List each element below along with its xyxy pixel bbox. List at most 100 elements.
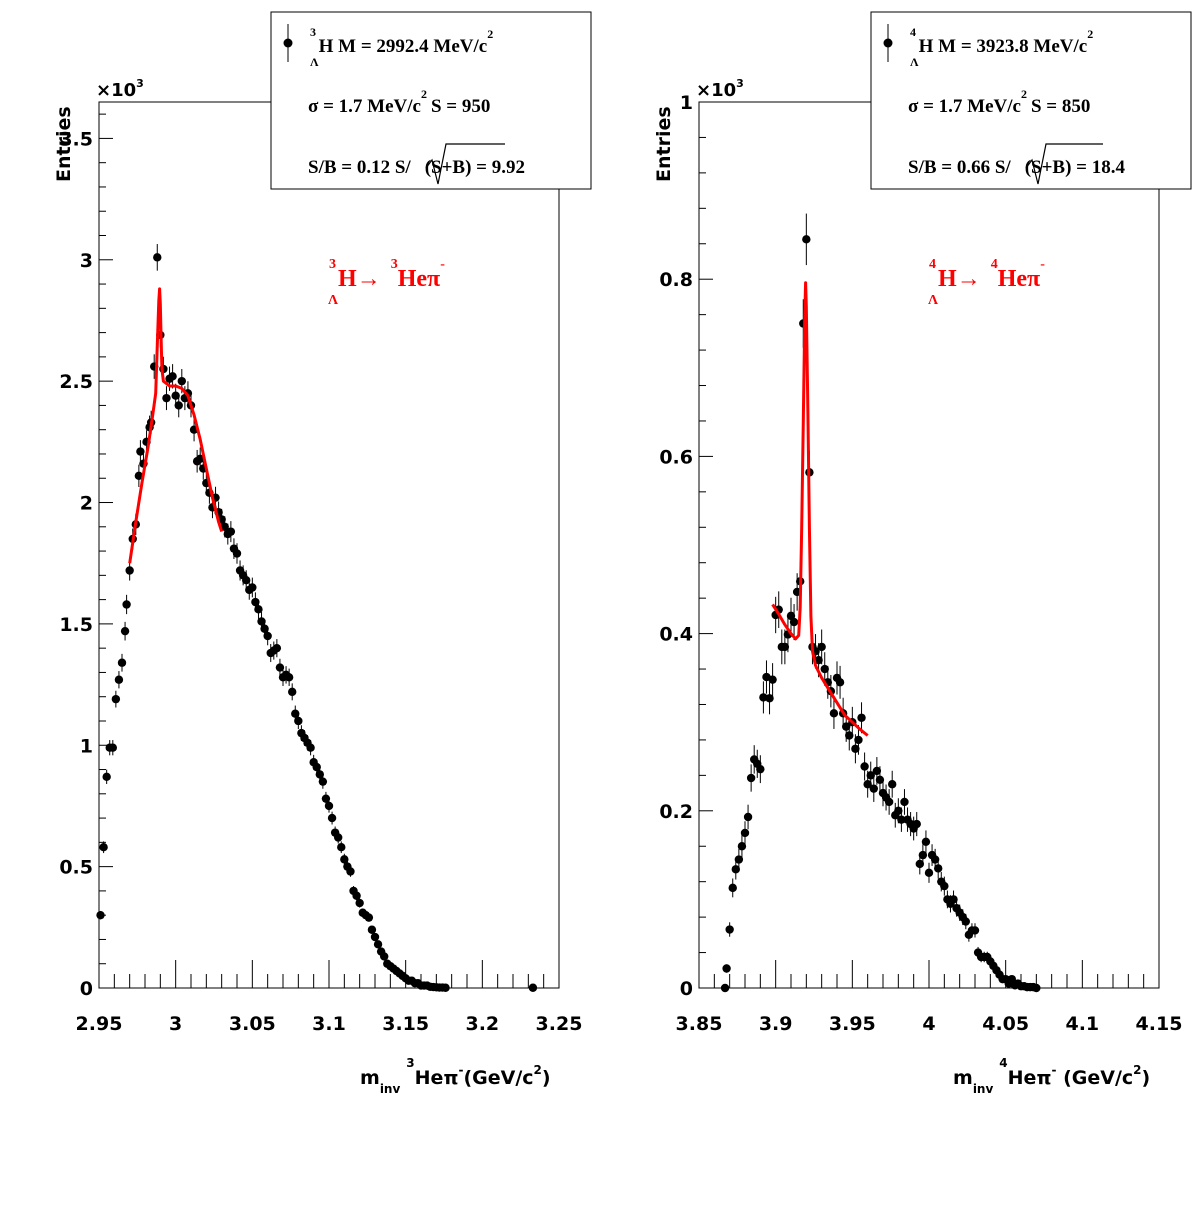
y-tick-label: 0.2: [659, 801, 693, 823]
data-point: [857, 713, 866, 722]
right-fit-curve: [771, 281, 869, 737]
left-panel: 2.95 3 3.05 3.1 3.15 3.2 3.25 0 0.5 1 1.5 2 2.5 3 3.5…: [53, 11, 592, 1096]
y-tick-label: 0.8: [659, 269, 693, 291]
data-point: [528, 983, 538, 992]
left-legend-box: 3 ΛH M = 2992.4 MeV/c2 σ = 1.7 MeV/c2S = …: [270, 11, 592, 190]
data-point: [835, 678, 845, 687]
data-point: [949, 895, 958, 904]
left-legend-line-3: S/B = 0.12 S/(S+B) = 9.92: [308, 157, 525, 178]
data-point: [918, 850, 928, 860]
y-tick-label: 0: [80, 978, 93, 1000]
fit-line: [771, 281, 869, 737]
data-point: [786, 611, 796, 621]
data-point: [355, 898, 364, 908]
data-point: [961, 917, 970, 926]
data-point: [768, 675, 777, 684]
data-point: [934, 864, 943, 873]
data-point: [122, 600, 131, 609]
x-tick-label: 4.05: [982, 1013, 1029, 1035]
data-point: [321, 794, 331, 803]
y-tick-label: 3.5: [59, 128, 93, 150]
data-point: [720, 983, 730, 993]
data-point: [894, 806, 903, 815]
data-point: [1007, 974, 1016, 984]
data-point: [260, 624, 269, 633]
left-fit-curve: [128, 287, 224, 564]
data-point: [291, 709, 300, 718]
data-point: [337, 843, 346, 852]
data-point: [854, 735, 863, 745]
data-point: [263, 631, 272, 641]
data-point: [888, 780, 897, 789]
data-point: [734, 855, 744, 864]
data-point: [915, 859, 924, 869]
data-point: [220, 522, 229, 531]
data-point: [318, 777, 328, 786]
data-point: [900, 797, 909, 807]
data-point: [120, 626, 130, 636]
x-tick-label: 4.1: [1065, 1013, 1099, 1035]
right-legend-frame: [870, 11, 1192, 190]
y-tick-label: 1: [80, 735, 93, 757]
data-point: [759, 693, 768, 702]
x-tick-label: 3.25: [536, 1013, 583, 1035]
data-point: [746, 773, 756, 783]
data-point: [275, 663, 285, 672]
x-tick-label: 3.2: [465, 1013, 499, 1035]
data-point: [125, 566, 134, 575]
right-legend-marker: [883, 38, 893, 48]
data-point: [743, 812, 753, 822]
left-error-bars: [100, 244, 534, 988]
data-point: [272, 643, 282, 653]
data-point: [306, 743, 315, 752]
data-point: [765, 694, 774, 703]
data-point: [897, 815, 906, 824]
right-decay-annotation: 4 ΛH→ 4Heπ-: [928, 257, 1045, 308]
y-tick-label: 0: [680, 978, 693, 1000]
x-tick-label: 4: [922, 1013, 935, 1035]
data-point: [324, 801, 334, 811]
data-point: [334, 833, 343, 842]
right-data-points: [720, 235, 1041, 993]
data-point: [1032, 983, 1041, 993]
data-point: [722, 964, 731, 973]
data-point: [930, 855, 940, 864]
data-point: [380, 952, 389, 961]
left-y-axis-label: Entries: [53, 106, 75, 182]
data-point: [725, 925, 734, 934]
x-tick-label: 3.85: [676, 1013, 723, 1035]
data-point: [177, 376, 186, 386]
data-point: [373, 940, 383, 949]
data-point: [254, 605, 263, 614]
data-point: [912, 819, 921, 829]
data-point: [814, 655, 823, 665]
right-legend-line-3: S/B = 0.66 S/(S+B) = 18.4: [908, 157, 1126, 178]
data-point: [364, 913, 374, 922]
data-point: [737, 842, 747, 851]
data-point: [248, 583, 257, 592]
right-x-tick-labels: 3.85 3.9 3.95 4 4.05 4.1 4.15: [676, 1013, 1183, 1035]
data-point: [863, 780, 872, 789]
data-point: [970, 926, 980, 935]
left-y-multiplier: ×103: [96, 77, 144, 101]
data-point: [924, 868, 934, 878]
data-point: [294, 716, 303, 726]
data-point: [168, 372, 177, 381]
data-point: [284, 673, 294, 682]
left-axis-ticks: [98, 113, 560, 989]
right-panel: 3.85 3.9 3.95 4 4.05 4.1 4.15 0 0.2 0.4 0.6 0.8 1 E…: [653, 11, 1192, 1096]
y-tick-label: 2: [80, 493, 93, 515]
x-tick-label: 3.95: [829, 1013, 876, 1035]
data-point: [174, 401, 183, 410]
data-point: [340, 855, 349, 864]
right-y-tick-labels: 0 0.2 0.4 0.6 0.8 1: [659, 92, 693, 1000]
right-x-axis-label: minv4Heπ- (GeV/c2): [953, 1056, 1150, 1096]
data-point: [367, 925, 377, 934]
data-point: [346, 867, 355, 876]
left-legend-marker: [283, 38, 293, 48]
y-tick-label: 2.5: [59, 371, 93, 393]
data-point: [921, 837, 931, 847]
left-y-tick-labels: 0 0.5 1 1.5 2 2.5 3 3.5: [59, 128, 93, 1000]
data-point: [884, 797, 894, 807]
data-point: [740, 828, 750, 838]
